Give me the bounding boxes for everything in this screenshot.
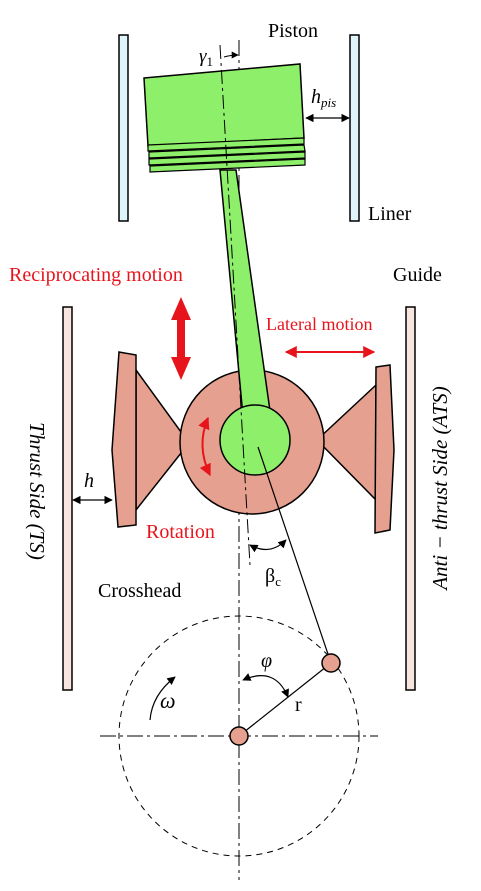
beta-label: βc [265, 565, 281, 589]
phi-angle-arc [242, 673, 289, 698]
beta-angle-arc [249, 539, 287, 553]
crosshead-wing-right [315, 383, 377, 502]
guide-label: Guide [393, 264, 442, 286]
gamma-angle-arc [223, 51, 239, 59]
liner-label: Liner [368, 203, 412, 225]
reciprocating-arrow [171, 297, 191, 380]
piston-ring-2 [148, 144, 306, 159]
piston-tilt-axis [219, 44, 251, 566]
reciprocating-motion-label: Reciprocating motion [9, 264, 183, 286]
h-pis-label: hpis [311, 86, 336, 110]
piston-ring-1 [147, 137, 305, 152]
rotation-arrow [198, 416, 211, 477]
crosshead-shoe-left [111, 351, 137, 528]
omega-arrow [149, 676, 176, 721]
crank-pin [321, 653, 341, 673]
thrust-side-label: Thrust Side (TS) [25, 422, 49, 560]
guide-left [62, 306, 73, 691]
crank-center [229, 726, 249, 746]
crosshead-shoe-right [374, 364, 395, 534]
anti-thrust-side-label: Anti − thrust Side (ATS) [428, 386, 452, 592]
rotation-label: Rotation [146, 521, 215, 543]
omega-label: ω [160, 688, 176, 713]
liner-right [349, 34, 360, 222]
gamma-label: γ1 [199, 46, 213, 69]
piston-crown [143, 63, 305, 147]
crank-to-crosshead-line [257, 446, 332, 664]
crank-arm [238, 662, 332, 737]
liner-left [118, 34, 129, 222]
lateral-motion-label: Lateral motion [266, 314, 372, 334]
guide-right [405, 306, 416, 691]
piston-label: Piston [268, 20, 318, 42]
crosshead-pin [219, 404, 291, 476]
phi-label: φ [261, 650, 272, 672]
piston-ring-4 [149, 158, 306, 173]
r-label: r [295, 694, 302, 716]
h-label: h [84, 470, 94, 492]
crosshead-label: Crosshead [98, 580, 181, 602]
